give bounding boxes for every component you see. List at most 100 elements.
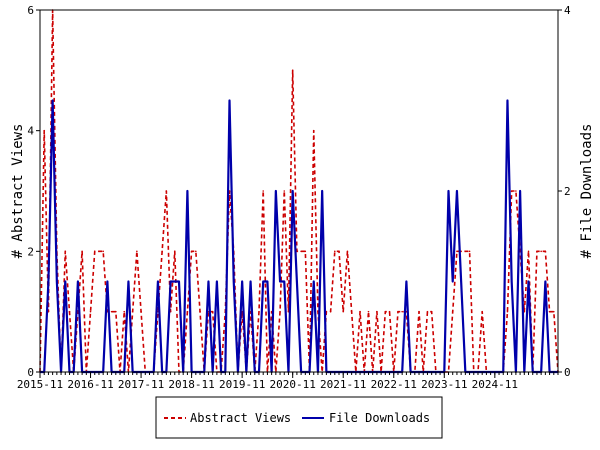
data-point-abstract-views: [451, 310, 454, 313]
data-point-abstract-views: [43, 129, 46, 132]
y-left-axis-title: # Abstract Views: [10, 124, 26, 259]
x-tick-label: 2021-11: [320, 378, 366, 391]
data-point-abstract-views: [388, 310, 391, 313]
data-point-file-downloads: [207, 280, 210, 283]
data-point-abstract-views: [89, 310, 92, 313]
data-point-abstract-views: [338, 250, 340, 253]
data-point-abstract-views: [536, 250, 538, 253]
y-left-tick-label: 4: [27, 125, 34, 138]
data-point-abstract-views: [464, 250, 467, 253]
data-point-abstract-views: [426, 310, 429, 313]
data-point-file-downloads: [266, 280, 269, 283]
data-point-abstract-views: [397, 310, 399, 313]
data-point-file-downloads: [510, 280, 513, 283]
data-point-file-downloads: [216, 280, 218, 283]
data-point-abstract-views: [544, 250, 547, 253]
data-point-abstract-views: [527, 250, 530, 253]
data-point-abstract-views: [506, 310, 509, 313]
data-point-file-downloads: [169, 280, 172, 283]
data-point-file-downloads: [296, 280, 298, 283]
data-point-abstract-views: [456, 250, 458, 253]
legend-label-abstract-views: Abstract Views: [190, 411, 291, 425]
data-point-abstract-views: [548, 310, 551, 313]
data-point-file-downloads: [186, 190, 189, 192]
data-point-file-downloads: [51, 99, 54, 102]
x-tick-label: 2017-11: [118, 378, 164, 391]
data-point-abstract-views: [359, 310, 361, 313]
data-point-file-downloads: [275, 190, 277, 192]
y-left-tick-label: 2: [27, 245, 34, 258]
data-point-abstract-views: [165, 190, 168, 192]
data-point-abstract-views: [195, 250, 197, 253]
data-point-file-downloads: [456, 190, 458, 192]
data-point-file-downloads: [451, 280, 454, 283]
data-point-file-downloads: [228, 99, 231, 102]
data-point-abstract-views: [102, 250, 104, 253]
data-point-abstract-views: [98, 250, 100, 253]
data-point-abstract-views: [430, 310, 433, 313]
legend: Abstract Views File Downloads: [155, 396, 443, 439]
data-point-file-downloads: [460, 280, 462, 283]
y-right-tick-label: 0: [564, 366, 571, 379]
data-point-abstract-views: [173, 250, 176, 253]
y-right-tick-label: 2: [564, 185, 571, 198]
data-point-abstract-views: [367, 310, 370, 313]
data-point-abstract-views: [110, 310, 113, 313]
data-point-abstract-views: [115, 310, 117, 313]
x-tick-label: 2023-11: [421, 378, 467, 391]
data-point-file-downloads: [405, 280, 408, 283]
data-point-abstract-views: [131, 310, 134, 313]
data-point-file-downloads: [312, 280, 315, 283]
data-point-abstract-views: [333, 250, 336, 253]
data-point-file-downloads: [506, 99, 509, 102]
data-point-abstract-views: [258, 310, 260, 313]
data-point-abstract-views: [510, 190, 513, 192]
data-point-abstract-views: [350, 310, 353, 313]
data-point-file-downloads: [157, 280, 159, 283]
data-point-abstract-views: [291, 69, 294, 72]
data-point-abstract-views: [190, 250, 193, 253]
data-point-abstract-views: [186, 310, 189, 313]
data-point-file-downloads: [77, 280, 79, 283]
data-point-abstract-views: [468, 250, 471, 253]
data-point-abstract-views: [123, 310, 126, 313]
data-point-abstract-views: [376, 310, 378, 313]
data-point-file-downloads: [241, 280, 243, 283]
y-left-tick-label: 6: [27, 4, 34, 17]
data-point-abstract-views: [384, 310, 387, 313]
data-point-file-downloads: [127, 280, 130, 283]
data-point-file-downloads: [56, 280, 58, 283]
data-point-file-downloads: [447, 190, 450, 192]
legend-label-file-downloads: File Downloads: [329, 411, 430, 425]
y-right-axis-title: # File Downloads: [579, 124, 595, 259]
data-point-abstract-views: [346, 250, 349, 253]
data-point-abstract-views: [300, 250, 302, 253]
data-point-abstract-views: [279, 310, 281, 313]
data-point-file-downloads: [178, 280, 180, 283]
data-point-file-downloads: [279, 280, 281, 283]
x-tick-label: 2016-11: [67, 378, 113, 391]
data-point-abstract-views: [283, 190, 286, 192]
data-point-abstract-views: [304, 250, 307, 253]
data-point-file-downloads: [232, 280, 235, 283]
x-tick-label: 2022-11: [371, 378, 417, 391]
legend-box: [155, 396, 443, 439]
data-point-abstract-views: [552, 310, 555, 313]
data-point-abstract-views: [161, 250, 163, 253]
y-right-tick-label: 4: [564, 4, 571, 17]
data-point-abstract-views: [401, 310, 403, 313]
data-point-abstract-views: [515, 190, 517, 192]
axis-layer: 0 2 4 6 0 2 4 2015-11 2016-11 2017-11 2018-11 2019-…: [17, 4, 571, 391]
data-point-abstract-views: [540, 250, 542, 253]
data-point-abstract-views: [93, 250, 96, 253]
data-point-abstract-views: [140, 310, 142, 313]
data-point-file-downloads: [106, 280, 109, 283]
data-point-file-downloads: [544, 280, 547, 283]
data-point-file-downloads: [64, 280, 67, 283]
data-point-abstract-views: [81, 250, 83, 253]
x-tick-label: 2015-11: [17, 378, 63, 391]
x-tick-label: 2020-11: [270, 378, 316, 391]
data-point-file-downloads: [519, 190, 521, 192]
data-point-abstract-views: [136, 250, 138, 253]
